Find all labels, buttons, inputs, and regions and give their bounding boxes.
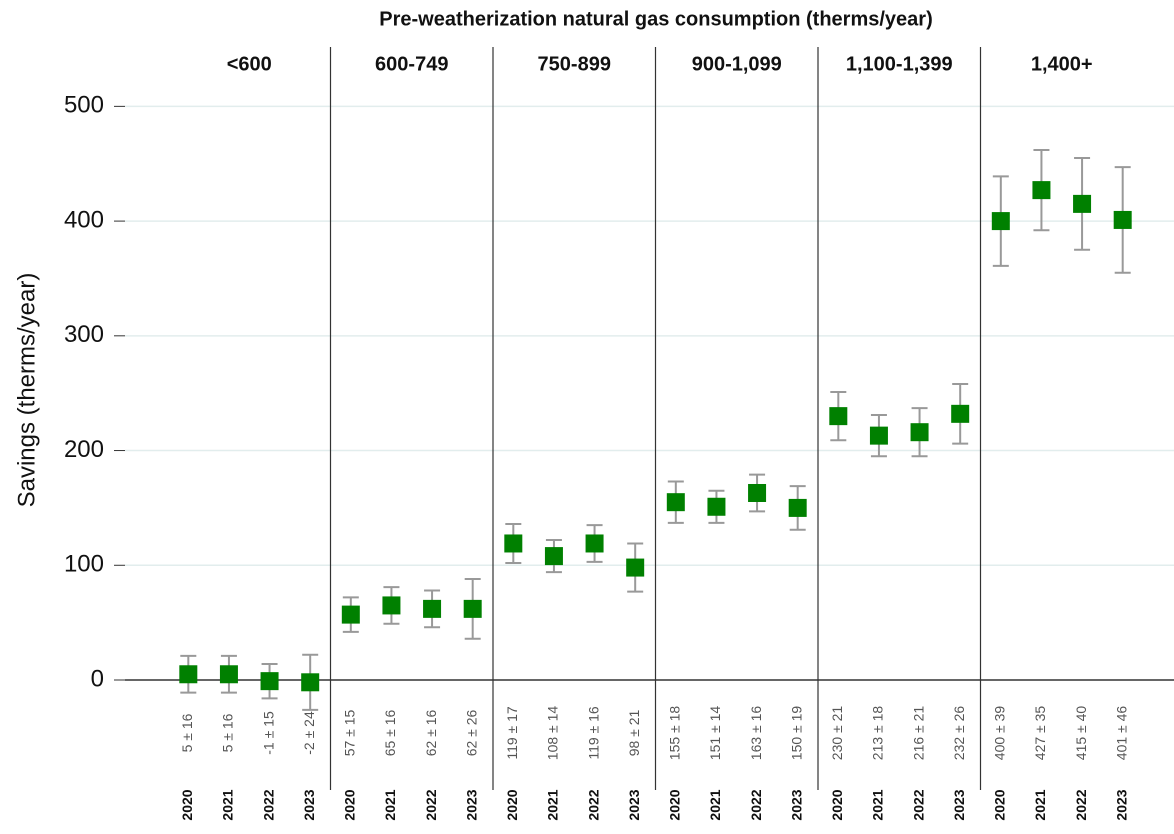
point	[707, 497, 726, 516]
group-label: 1,400+	[1031, 53, 1093, 75]
x-tick-label: 2022	[748, 789, 764, 820]
value-label: 163 ± 16	[748, 706, 764, 761]
point	[1032, 181, 1051, 200]
x-tick-label: 2022	[1073, 789, 1089, 820]
x-tick-label: 2020	[829, 789, 845, 820]
x-tick-label: 2021	[382, 789, 398, 820]
point	[544, 547, 563, 566]
x-tick-label: 2020	[992, 789, 1008, 820]
x-tick-label: 2023	[788, 789, 804, 820]
group-label: 750-899	[538, 53, 611, 75]
value-label: 5 ± 16	[220, 713, 236, 752]
value-label: 62 ± 26	[463, 709, 479, 756]
group-label: 900-1,099	[692, 53, 782, 75]
group-label: <600	[227, 53, 272, 75]
point	[951, 404, 970, 423]
group-label: 1,100-1,399	[846, 53, 953, 75]
point	[219, 665, 238, 684]
y-tick-label: 100	[64, 551, 104, 578]
x-tick-label: 2023	[951, 789, 967, 820]
point	[1113, 210, 1132, 229]
value-label: 427 ± 35	[1032, 706, 1048, 761]
x-tick-label: 2021	[870, 789, 886, 820]
point	[585, 534, 604, 553]
value-label: 400 ± 39	[992, 706, 1008, 761]
value-label: 5 ± 16	[179, 713, 195, 752]
x-tick-label: 2020	[504, 789, 520, 820]
y-tick-label: 400	[64, 206, 104, 233]
y-tick-label: 500	[64, 92, 104, 119]
value-label: 151 ± 14	[707, 706, 723, 761]
point	[991, 212, 1010, 231]
y-tick-label: 300	[64, 321, 104, 348]
value-label: 232 ± 26	[951, 706, 967, 761]
value-label: 98 ± 21	[626, 709, 642, 756]
y-tick-label: 0	[91, 665, 104, 692]
value-label: 62 ± 16	[423, 709, 439, 756]
point	[748, 483, 767, 502]
x-tick-label: 2021	[220, 789, 236, 820]
point	[910, 423, 929, 442]
value-label: 150 ± 19	[788, 706, 804, 761]
x-tick-label: 2022	[585, 789, 601, 820]
group-label: 600-749	[375, 53, 448, 75]
point	[260, 672, 279, 691]
x-tick-label: 2022	[423, 789, 439, 820]
value-label: 401 ± 46	[1113, 706, 1129, 761]
value-label: 119 ± 17	[504, 706, 520, 760]
value-label: 155 ± 18	[667, 706, 683, 761]
value-label: 65 ± 16	[382, 709, 398, 756]
value-label: 119 ± 16	[585, 706, 601, 760]
point	[179, 665, 198, 684]
y-axis-label: Savings (therms/year)	[13, 273, 40, 508]
value-label: 216 ± 21	[910, 706, 926, 761]
value-label: 108 ± 14	[545, 706, 561, 761]
point	[423, 599, 442, 618]
value-label: 213 ± 18	[870, 706, 886, 761]
x-tick-label: 2023	[1113, 789, 1129, 820]
x-tick-label: 2020	[179, 789, 195, 820]
point	[301, 673, 320, 692]
x-tick-label: 2023	[301, 789, 317, 820]
point	[829, 407, 848, 426]
x-tick-label: 2021	[545, 789, 561, 820]
point	[382, 596, 401, 615]
x-tick-label: 2021	[707, 789, 723, 820]
point	[788, 498, 807, 517]
y-tick-label: 200	[64, 436, 104, 463]
point	[869, 426, 888, 445]
chart-title: Pre-weatherization natural gas consumpti…	[379, 8, 932, 30]
x-tick-label: 2023	[463, 789, 479, 820]
point	[463, 599, 482, 618]
x-tick-label: 2023	[626, 789, 642, 820]
value-label: 57 ± 15	[342, 709, 358, 756]
value-label: -2 ± 24	[301, 711, 317, 755]
x-tick-label: 2020	[667, 789, 683, 820]
x-tick-label: 2020	[342, 789, 358, 820]
x-tick-label: 2022	[910, 789, 926, 820]
value-label: 415 ± 40	[1073, 706, 1089, 761]
point	[341, 605, 360, 624]
point	[1073, 194, 1092, 213]
value-label: 230 ± 21	[829, 706, 845, 761]
x-tick-label: 2021	[1032, 789, 1048, 820]
point	[626, 558, 645, 577]
point	[666, 493, 685, 512]
point	[504, 534, 523, 553]
x-tick-label: 2022	[260, 789, 276, 820]
value-label: -1 ± 15	[260, 711, 276, 755]
